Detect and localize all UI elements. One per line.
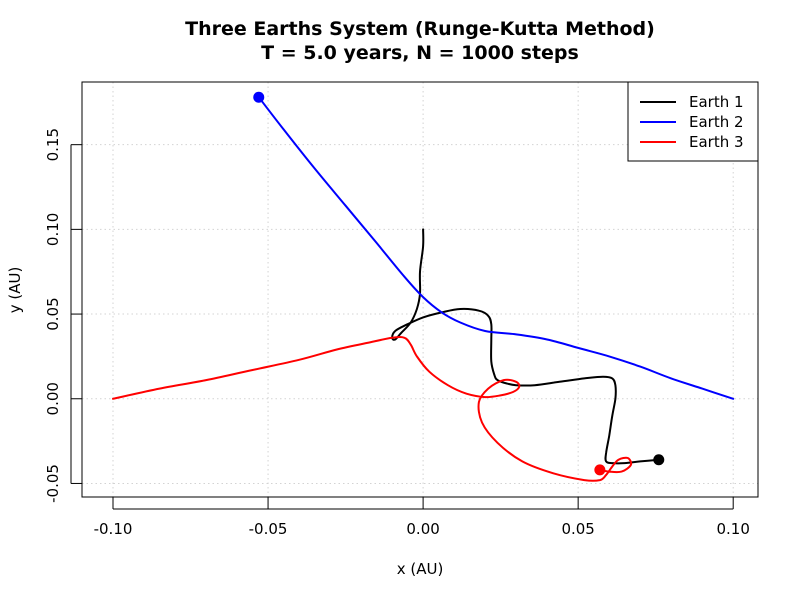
plot-frame	[81, 81, 759, 498]
y-tick-label-2: 0.05	[44, 297, 62, 330]
x-axis-label: x (AU)	[397, 560, 444, 578]
y-tick-label-4: 0.15	[44, 128, 62, 161]
series-marker-earth-1	[653, 454, 665, 466]
series-marker-earth-2	[253, 91, 265, 103]
legend-label-earth-1: Earth 1	[689, 93, 744, 111]
x-tick-label-3: 0.05	[561, 520, 594, 538]
y-axis-label: y (AU)	[6, 267, 24, 314]
x-tick-label-4: 0.10	[716, 520, 749, 538]
series-line-earth-1	[391, 228, 660, 465]
x-axis: -0.10 -0.05 0.00 0.05 0.10	[94, 497, 750, 538]
grid	[82, 82, 758, 497]
y-tick-label-1: 0.00	[44, 382, 62, 415]
end-markers	[253, 91, 665, 476]
y-axis: -0.05 0.00 0.05 0.10 0.15	[44, 128, 82, 503]
series-line-earth-3	[112, 336, 633, 482]
series-marker-earth-3	[594, 464, 606, 476]
y-tick-label-0: -0.05	[44, 464, 62, 503]
x-tick-label-0: -0.10	[94, 520, 133, 538]
chart-subtitle: T = 5.0 years, N = 1000 steps	[261, 42, 579, 64]
legend-label-earth-3: Earth 3	[689, 133, 744, 151]
x-tick-label-1: -0.05	[249, 520, 288, 538]
series-line-earth-2	[257, 96, 735, 400]
legend-label-earth-2: Earth 2	[689, 113, 744, 131]
series-group	[112, 96, 735, 482]
legend: Earth 1 Earth 2 Earth 3	[627, 81, 759, 162]
x-tick-label-2: 0.00	[406, 520, 439, 538]
chart-title: Three Earths System (Runge-Kutta Method)	[185, 18, 655, 40]
y-tick-label-3: 0.10	[44, 213, 62, 246]
